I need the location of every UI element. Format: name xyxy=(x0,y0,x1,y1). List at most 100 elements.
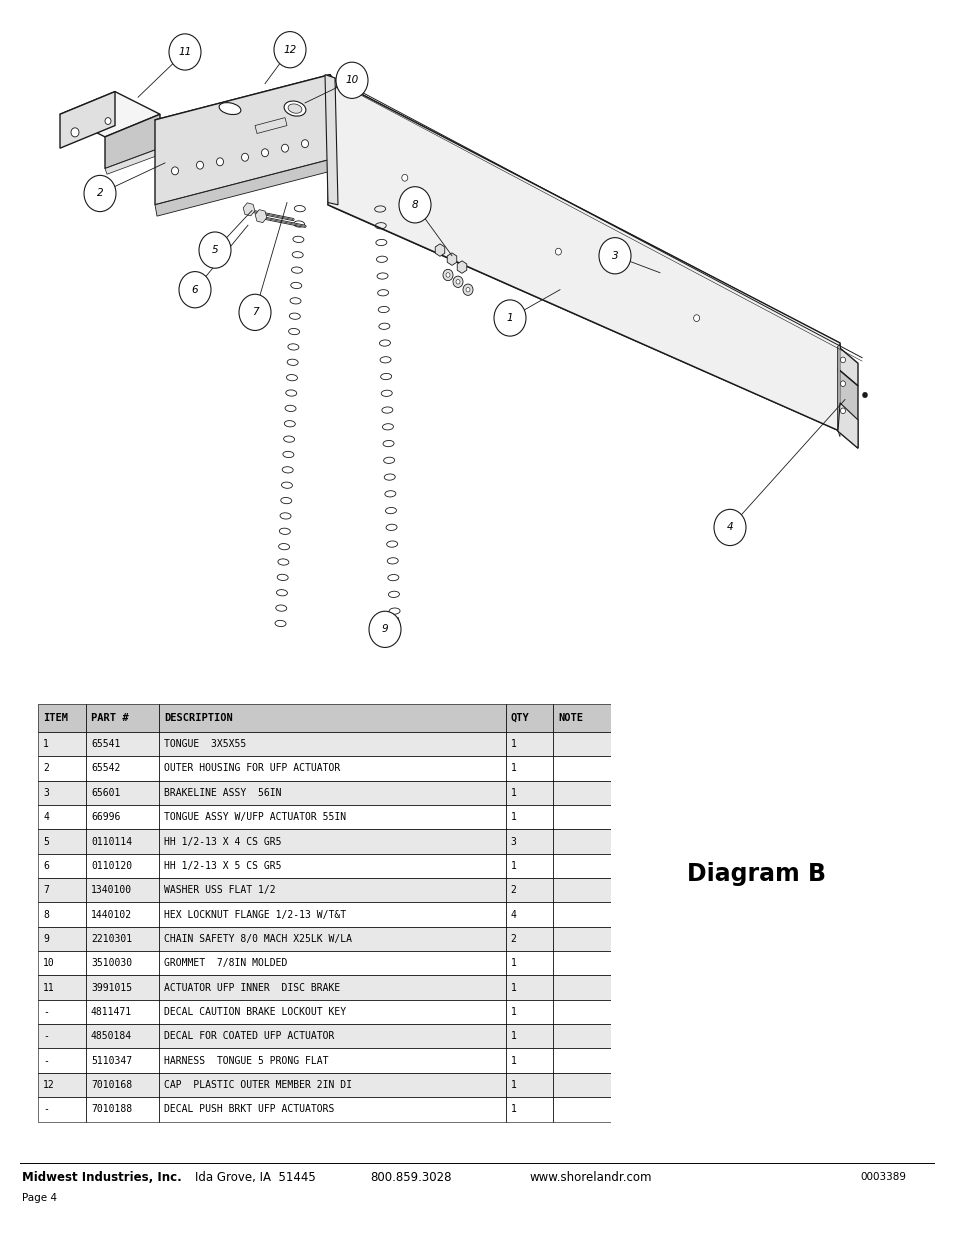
Text: 1: 1 xyxy=(510,983,516,993)
Circle shape xyxy=(442,269,453,280)
FancyBboxPatch shape xyxy=(38,732,610,756)
Polygon shape xyxy=(154,159,332,216)
Text: 3: 3 xyxy=(611,251,618,261)
Polygon shape xyxy=(837,403,857,448)
Polygon shape xyxy=(837,369,857,448)
Circle shape xyxy=(239,294,271,331)
FancyBboxPatch shape xyxy=(38,951,610,976)
Text: 7: 7 xyxy=(252,308,258,317)
Text: 3: 3 xyxy=(510,836,516,846)
Text: 3: 3 xyxy=(43,788,49,798)
FancyBboxPatch shape xyxy=(38,1024,610,1049)
Circle shape xyxy=(840,380,844,387)
FancyBboxPatch shape xyxy=(38,1073,610,1097)
Text: 0003389: 0003389 xyxy=(859,1172,905,1182)
Ellipse shape xyxy=(219,103,240,115)
Text: -: - xyxy=(43,1056,49,1066)
Text: 65541: 65541 xyxy=(91,739,120,750)
Circle shape xyxy=(398,186,431,222)
Text: 1: 1 xyxy=(510,788,516,798)
Text: 1: 1 xyxy=(510,1079,516,1091)
Circle shape xyxy=(555,248,560,256)
Circle shape xyxy=(301,140,308,148)
Text: 6: 6 xyxy=(43,861,49,871)
Circle shape xyxy=(281,144,288,152)
Text: CHAIN SAFETY 8/0 MACH X25LK W/LA: CHAIN SAFETY 8/0 MACH X25LK W/LA xyxy=(164,934,352,944)
Circle shape xyxy=(598,237,630,274)
Text: 6: 6 xyxy=(192,285,198,295)
Text: 2: 2 xyxy=(43,763,49,773)
Text: HH 1/2-13 X 4 CS GR5: HH 1/2-13 X 4 CS GR5 xyxy=(164,836,281,846)
Circle shape xyxy=(169,33,201,70)
Text: 4: 4 xyxy=(510,909,516,920)
Circle shape xyxy=(105,117,111,125)
Text: 800.859.3028: 800.859.3028 xyxy=(370,1171,451,1183)
Polygon shape xyxy=(154,74,330,205)
Text: -: - xyxy=(43,1007,49,1016)
Polygon shape xyxy=(837,345,840,437)
Circle shape xyxy=(862,393,866,398)
Text: 7: 7 xyxy=(43,885,49,895)
FancyBboxPatch shape xyxy=(38,878,610,903)
FancyBboxPatch shape xyxy=(38,805,610,830)
Text: HH 1/2-13 X 5 CS GR5: HH 1/2-13 X 5 CS GR5 xyxy=(164,861,281,871)
Text: 12: 12 xyxy=(43,1079,55,1091)
Polygon shape xyxy=(60,91,160,137)
Circle shape xyxy=(172,167,178,175)
Text: QTY: QTY xyxy=(510,713,529,722)
Text: www.shorelandr.com: www.shorelandr.com xyxy=(530,1171,652,1183)
Text: HARNESS  TONGUE 5 PRONG FLAT: HARNESS TONGUE 5 PRONG FLAT xyxy=(164,1056,328,1066)
Ellipse shape xyxy=(284,101,306,116)
Polygon shape xyxy=(154,74,339,131)
Circle shape xyxy=(199,232,231,268)
FancyBboxPatch shape xyxy=(38,756,610,781)
FancyBboxPatch shape xyxy=(38,1097,610,1121)
Text: 1440102: 1440102 xyxy=(91,909,132,920)
Circle shape xyxy=(369,611,400,647)
Text: CAP  PLASTIC OUTER MEMBER 2IN DI: CAP PLASTIC OUTER MEMBER 2IN DI xyxy=(164,1079,352,1091)
Text: 2: 2 xyxy=(510,885,516,895)
FancyBboxPatch shape xyxy=(38,903,610,926)
Circle shape xyxy=(465,288,470,291)
Text: 3991015: 3991015 xyxy=(91,983,132,993)
Polygon shape xyxy=(837,346,857,385)
Text: 10: 10 xyxy=(345,75,358,85)
Text: PART #: PART # xyxy=(91,713,129,722)
Circle shape xyxy=(84,175,116,211)
Circle shape xyxy=(179,272,211,308)
Text: 11: 11 xyxy=(43,983,55,993)
Polygon shape xyxy=(325,74,337,205)
Polygon shape xyxy=(105,115,160,168)
Text: 2210301: 2210301 xyxy=(91,934,132,944)
Text: 4: 4 xyxy=(726,522,733,532)
Circle shape xyxy=(274,32,306,68)
FancyBboxPatch shape xyxy=(38,1000,610,1024)
Text: 5110347: 5110347 xyxy=(91,1056,132,1066)
Text: 8: 8 xyxy=(43,909,49,920)
FancyBboxPatch shape xyxy=(38,1049,610,1073)
Text: DESCRIPTION: DESCRIPTION xyxy=(164,713,233,722)
Text: 7010168: 7010168 xyxy=(91,1079,132,1091)
Circle shape xyxy=(401,174,407,182)
Circle shape xyxy=(196,162,203,169)
Text: 4: 4 xyxy=(43,813,49,823)
Text: -: - xyxy=(43,1104,49,1114)
Polygon shape xyxy=(105,148,162,174)
Text: 4811471: 4811471 xyxy=(91,1007,132,1016)
Text: 1: 1 xyxy=(510,1031,516,1041)
Text: DECAL FOR COATED UFP ACTUATOR: DECAL FOR COATED UFP ACTUATOR xyxy=(164,1031,335,1041)
Text: 65601: 65601 xyxy=(91,788,120,798)
Circle shape xyxy=(462,284,473,295)
Circle shape xyxy=(216,158,223,165)
Ellipse shape xyxy=(288,104,301,114)
Text: Midwest Industries, Inc.: Midwest Industries, Inc. xyxy=(22,1171,182,1183)
Text: 1: 1 xyxy=(510,861,516,871)
FancyBboxPatch shape xyxy=(38,853,610,878)
Text: 8: 8 xyxy=(412,200,417,210)
FancyBboxPatch shape xyxy=(38,781,610,805)
Text: 3510030: 3510030 xyxy=(91,958,132,968)
FancyBboxPatch shape xyxy=(38,926,610,951)
Circle shape xyxy=(261,148,268,157)
Circle shape xyxy=(71,128,79,137)
Circle shape xyxy=(335,62,368,99)
